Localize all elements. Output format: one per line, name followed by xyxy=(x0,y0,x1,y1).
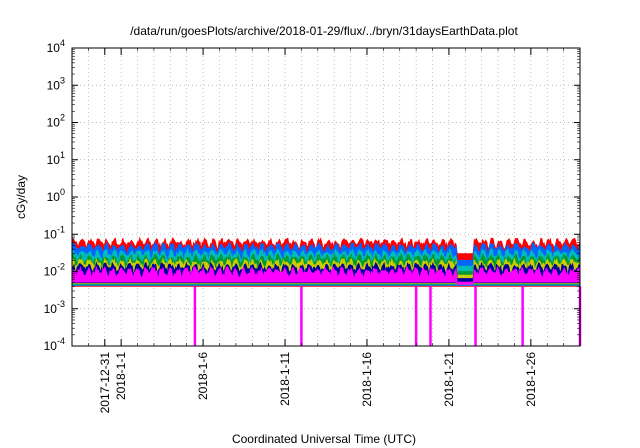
x-tick-label: 2018-1-16 xyxy=(360,352,374,407)
x-tick-label: 2017-12-31 xyxy=(98,352,112,414)
y-tick-label: 103 xyxy=(47,75,65,92)
series-band xyxy=(71,265,581,285)
y-tick-label: 101 xyxy=(47,150,65,167)
x-axis-label: Coordinated Universal Time (UTC) xyxy=(232,432,416,446)
x-tick-label: 2018-1-6 xyxy=(196,352,210,400)
x-tick-label: 2018-1-21 xyxy=(442,352,456,407)
grid-lines xyxy=(72,48,580,346)
x-tick-label: 2018-1-26 xyxy=(524,352,538,407)
x-tick-label: 2018-1-1 xyxy=(114,352,128,400)
data-series xyxy=(71,236,582,346)
x-axis: 2017-12-31 2018-1-1 2018-1-6 2018-1-11 2018-… xyxy=(88,48,564,414)
y-axis-label: cGy/day xyxy=(14,175,28,219)
chart-title: /data/run/goesPlots/archive/2018-01-29/f… xyxy=(130,24,518,38)
y-tick-label: 102 xyxy=(47,113,65,130)
x-tick-label: 2018-1-11 xyxy=(278,352,292,406)
y-tick-label: 10-4 xyxy=(44,336,65,353)
y-tick-label: 100 xyxy=(47,187,65,204)
y-tick-label: 10-2 xyxy=(44,262,65,279)
y-tick-label: 10-1 xyxy=(44,224,65,241)
y-tick-label: 104 xyxy=(47,38,65,55)
y-tick-label: 10-3 xyxy=(44,299,65,316)
